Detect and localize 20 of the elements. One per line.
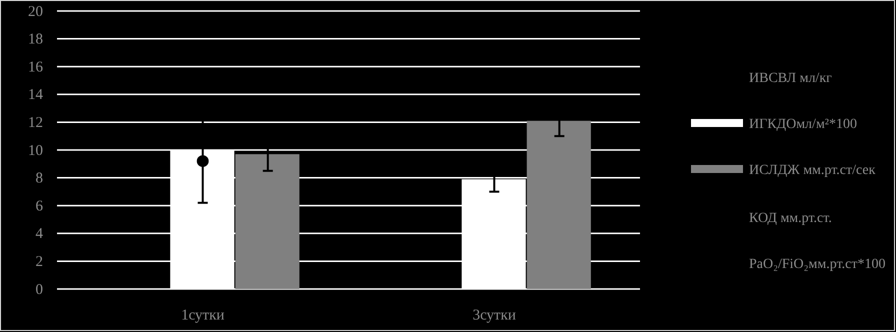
x-tick-label: 3сутки <box>472 308 516 324</box>
bar <box>526 120 591 289</box>
y-tick-label: 0 <box>36 282 43 298</box>
text: ИВСВЛ мл/кг <box>749 71 832 86</box>
legend-label: ИСЛДЖ мм.рт.ст/сек <box>749 163 876 178</box>
y-tick-label: 10 <box>28 142 43 159</box>
text: КОД мм.рт.ст. <box>749 211 832 226</box>
y-tick-label: 20 <box>28 4 43 20</box>
y-tick-label: 8 <box>36 170 43 187</box>
bar <box>235 154 300 289</box>
text: PaO₂/FiO₂мм.рт.ст*100 <box>749 257 886 272</box>
y-tick-label: 4 <box>36 226 44 242</box>
legend-label: ИГКДОмл/м²*100 <box>749 117 857 132</box>
y-tick-label: 12 <box>28 115 43 131</box>
y-tick-label: 16 <box>28 59 44 76</box>
y-tick-label: 2 <box>36 254 43 270</box>
y-tick-label: 18 <box>28 32 43 48</box>
y-tick-label: 6 <box>36 198 44 214</box>
y-tick-label: 14 <box>28 87 44 104</box>
x-tick-label: 1сутки <box>181 308 224 324</box>
